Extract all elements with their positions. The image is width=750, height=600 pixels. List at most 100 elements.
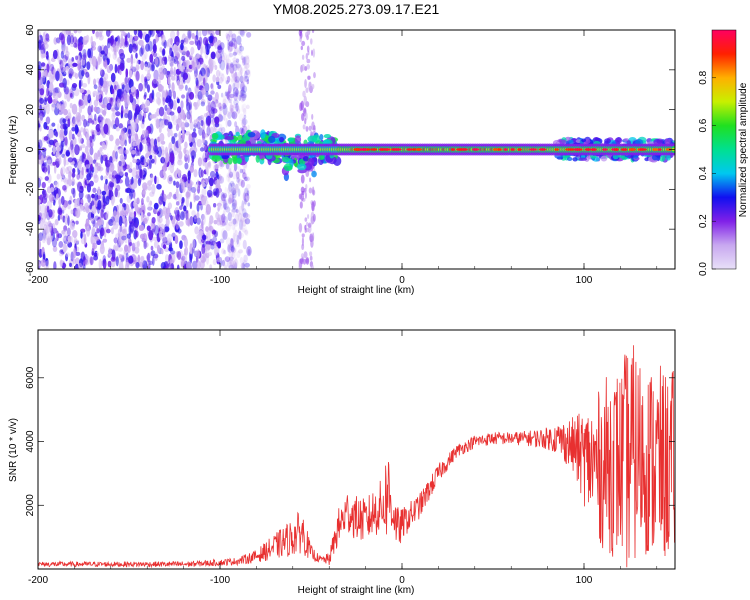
spectrogram-cell [154,144,158,154]
spectrogram-cell [312,48,316,58]
spectrogram-cell [187,170,191,181]
spectrogram-cell [61,204,67,211]
spectrogram-cell [75,251,81,257]
spectrogram-cell [87,105,92,116]
spectrogram-cell [108,247,112,257]
spectrogram-cell [129,70,133,78]
spectrogram-cell [200,67,206,77]
spectrogram-cell [214,249,218,256]
spectrogram-cell [45,260,50,269]
spectrogram-cell [304,79,307,89]
spectrogram-cell [225,135,235,141]
spectrogram-cell [207,251,213,257]
spectrogram-cell [237,212,243,222]
spectrogram-cell [66,165,73,172]
spectrogram-cell [165,89,168,98]
spectrogram-cell [231,111,236,119]
spectrogram-cell [136,240,140,248]
spectrogram-x-tick-label: -200 [28,275,48,286]
spectrogram-cell [238,235,242,241]
spectrogram-cell [105,159,111,168]
spectrogram-cell [91,251,95,256]
spectrogram-cell [130,57,134,68]
spectrogram-cell [59,59,64,71]
spectrogram-cell [87,117,93,124]
spectrogram-cell [124,261,130,269]
spectrogram-cell [219,57,223,64]
spectrogram-cell [140,60,145,71]
spectrogram-cell [207,116,211,127]
spectrogram-cell [177,98,180,104]
spectrogram-cell [196,202,200,212]
spectrogram-cell [198,30,202,37]
spectrogram-cell [72,230,78,238]
spectrogram-cell [230,257,233,263]
spectrogram-cell [227,96,233,104]
spectrogram-cell [209,264,213,269]
spectrogram-cell [38,212,42,218]
spectrogram-cell [191,210,196,217]
spectrogram-cell [156,146,163,158]
spectrogram-cell [39,88,45,96]
spectrogram-cell [224,91,228,97]
spectrogram-cell [233,91,238,102]
spectrogram-cell [240,179,245,188]
spectrogram-cell [40,154,44,164]
spectrogram-cell [74,144,80,156]
spectrogram-cell [236,61,240,71]
spectrogram-cell [205,240,211,245]
spectrogram-cell [101,141,106,150]
spectrogram-cell [102,204,106,210]
spectrogram-cell [69,262,72,268]
spectrogram-cell [72,187,76,199]
spectrogram-cell [167,121,173,130]
spectrogram-cell [72,167,76,174]
spectrogram-cell [137,161,142,171]
spectrogram-cell [247,249,251,256]
spectrogram-cell [47,164,51,176]
spectrogram-cell [212,97,216,105]
spectrogram-cell [93,78,97,86]
spectrogram-cell [172,193,178,200]
spectrogram-cell [238,113,245,122]
spectrogram-cell [309,251,313,257]
spectrogram-cell [300,100,305,111]
spectrogram-cell [65,166,70,175]
spectrogram-cell [236,234,240,245]
spectrogram-cell [81,167,84,176]
spectrogram-cell [105,178,108,185]
spectrogram-cell [215,30,221,36]
spectrogram-cell [167,238,172,246]
spectrogram-cell [58,252,64,257]
spectrogram-cell [189,215,194,226]
spectrogram-cell [42,74,47,85]
spectrogram-cell [76,197,82,206]
spectrogram-cell [307,158,315,167]
spectrogram-cell [44,176,49,181]
spectrogram-cell [221,195,224,204]
spectrogram-cell [281,156,290,163]
spectrogram-cell [213,127,217,133]
spectrogram-cell [81,82,88,88]
spectrogram-cell [185,191,191,198]
spectrogram-heatmap [38,30,675,269]
spectrogram-cell [201,129,206,141]
spectrogram-cell [119,132,125,142]
spectrogram-cell [51,122,56,127]
spectrogram-cell [298,263,303,269]
spectrogram-cell [63,155,67,167]
spectrogram-cell [219,238,225,244]
spectrogram-cell [406,148,413,151]
spectrogram-cell [189,201,193,210]
spectrogram-cell [492,148,498,151]
spectrogram-cell [65,65,70,71]
spectrogram-cell [168,142,173,153]
spectrogram-cell [180,39,185,45]
spectrogram-cell [128,241,133,246]
spectrogram-cell [71,127,76,132]
spectrogram-cell [73,247,76,259]
spectrogram-cell [104,85,108,96]
spectrogram-cell [52,199,56,206]
spectrogram-cell [210,100,216,112]
spectrogram-cell [236,177,240,183]
